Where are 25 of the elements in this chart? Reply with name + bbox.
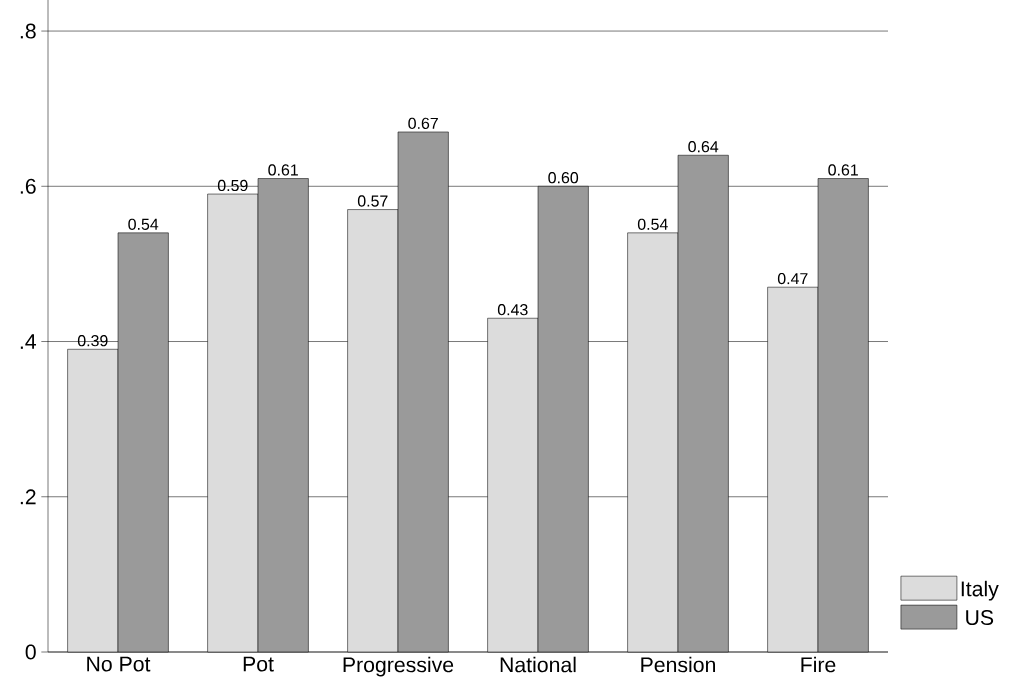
y-tick-label: .4 — [20, 334, 37, 349]
data-label: 0.39 — [77, 335, 108, 347]
data-label: 0.47 — [777, 272, 808, 285]
x-tick-label: Pension — [641, 656, 716, 673]
y-tick-label: .6 — [20, 178, 36, 194]
data-label: 0.61 — [828, 164, 858, 176]
y-tick-label: .8 — [20, 23, 36, 39]
data-label: 0.54 — [637, 218, 668, 230]
x-tick-label: Progressive — [343, 656, 454, 677]
y-tick-label: 0 — [25, 644, 36, 660]
data-label: 0.61 — [268, 164, 298, 176]
data-label: 0.60 — [548, 172, 579, 184]
legend-label: Italy — [961, 580, 999, 601]
x-tick-label: No Pot — [87, 656, 151, 672]
data-label: 0.64 — [688, 141, 719, 153]
x-tick-label: Fire — [801, 656, 836, 673]
legend-label: US — [966, 610, 994, 626]
data-label: 0.54 — [128, 218, 159, 230]
x-tick-label: National — [500, 656, 576, 673]
y-tick-label: .2 — [20, 489, 36, 505]
data-label: 0.43 — [497, 304, 528, 316]
data-label: 0.67 — [408, 117, 438, 130]
data-label: 0.59 — [217, 179, 248, 192]
x-tick-label: Pot — [243, 656, 274, 672]
data-label: 0.57 — [357, 195, 388, 207]
